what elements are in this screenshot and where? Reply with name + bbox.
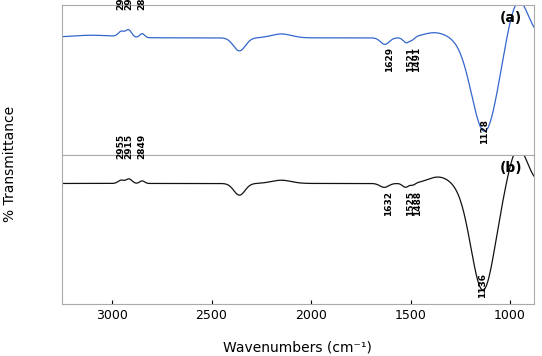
Text: 1525: 1525: [405, 191, 415, 216]
Text: 2955: 2955: [117, 134, 126, 159]
Text: 1632: 1632: [384, 191, 393, 216]
Text: (b): (b): [500, 161, 522, 175]
Text: 1491: 1491: [412, 47, 421, 72]
Text: (a): (a): [500, 11, 522, 25]
Text: 1128: 1128: [480, 120, 489, 145]
Text: 1488: 1488: [413, 191, 422, 216]
Text: 1521: 1521: [406, 47, 415, 72]
Text: 1136: 1136: [479, 273, 487, 298]
Text: Wavenumbers (cm⁻¹): Wavenumbers (cm⁻¹): [223, 340, 371, 354]
Text: 2954: 2954: [117, 0, 126, 10]
Text: 2849: 2849: [138, 134, 147, 159]
Text: 2915: 2915: [125, 134, 133, 159]
Text: 2849: 2849: [138, 0, 147, 10]
Text: % Transmittance: % Transmittance: [3, 106, 17, 222]
Text: 1629: 1629: [385, 47, 394, 72]
Text: 2917: 2917: [124, 0, 133, 10]
